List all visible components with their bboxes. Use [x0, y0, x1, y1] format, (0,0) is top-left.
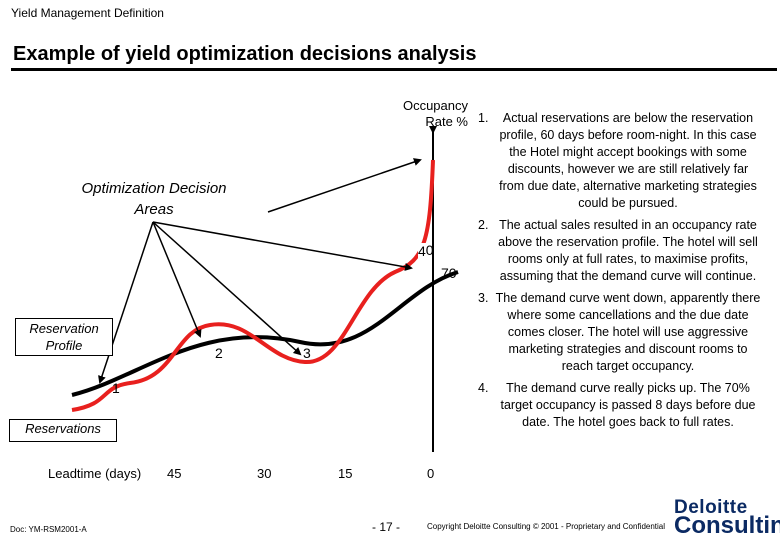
logo-deloitte: Deloitte: [674, 497, 748, 518]
area-label-3: 3: [303, 345, 311, 361]
area-label-4: 4: [418, 243, 426, 259]
arrow-to-target: [267, 158, 422, 213]
x-tick-30: 30: [257, 466, 272, 481]
title-underline: [11, 68, 777, 71]
reservation-profile-label: Reservation Profile: [15, 318, 113, 356]
target-70: 70: [441, 265, 457, 281]
header-title: Yield Management Definition: [11, 6, 164, 20]
arrow-to-area-1: [98, 221, 154, 384]
area-label-1: 1: [112, 380, 120, 396]
x-tick-15: 15: [338, 466, 353, 481]
notes-list: 1. Actual reservations are below the rese…: [474, 110, 762, 436]
x-tick-45: 45: [167, 466, 182, 481]
page-number: - 17 -: [372, 520, 401, 534]
area-label-2: 2: [215, 345, 223, 361]
arrow-to-area-3: [152, 221, 302, 356]
note-item: 3. The demand curve went down, apparently…: [478, 291, 761, 373]
reservations-label: Reservations: [9, 419, 117, 442]
optimization-areas-label: Optimization Decision Areas: [81, 180, 227, 218]
note-item: 2. The actual sales resulted in an occupa…: [478, 218, 758, 283]
copyright: Copyright Deloitte Consulting © 2001 - P…: [427, 522, 666, 531]
x-tick-0: 0: [427, 466, 435, 481]
document-id: Doc: YM-RSM2001-A: [10, 525, 87, 534]
page-title: Example of yield optimization decisions …: [13, 43, 477, 65]
y-axis-label: Occupancy Rate %: [402, 98, 468, 129]
note-item: 1. Actual reservations are below the rese…: [478, 111, 757, 210]
x-axis-title: Leadtime (days): [48, 466, 142, 481]
logo-consulting: Consulting: [674, 512, 780, 539]
note-item: 4. The demand curve really picks up. The …: [478, 381, 756, 429]
arrow-to-area-4: [152, 221, 413, 271]
reservation-profile-curve: [71, 270, 459, 397]
arrow-to-area-2: [152, 221, 202, 338]
